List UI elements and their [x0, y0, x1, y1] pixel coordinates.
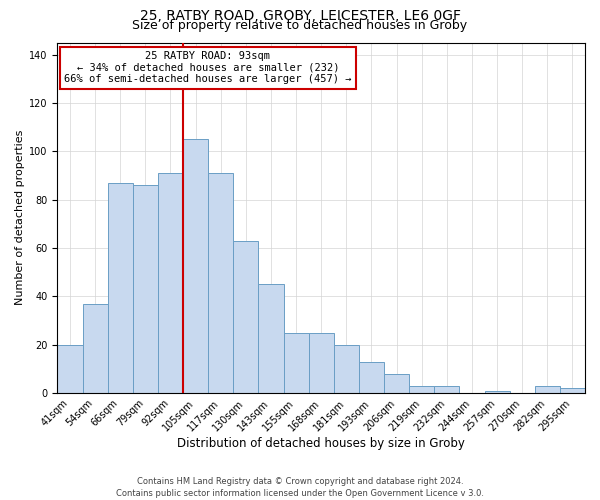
Bar	[384, 374, 409, 393]
Bar	[133, 185, 158, 393]
Bar	[409, 386, 434, 393]
Bar	[259, 284, 284, 393]
Bar	[158, 173, 183, 393]
Bar	[107, 182, 133, 393]
Bar	[560, 388, 585, 393]
Bar	[334, 344, 359, 393]
Bar	[233, 240, 259, 393]
Bar	[535, 386, 560, 393]
Text: Size of property relative to detached houses in Groby: Size of property relative to detached ho…	[133, 19, 467, 32]
Text: 25, RATBY ROAD, GROBY, LEICESTER, LE6 0GF: 25, RATBY ROAD, GROBY, LEICESTER, LE6 0G…	[139, 9, 461, 23]
Bar	[434, 386, 460, 393]
Bar	[308, 332, 334, 393]
Bar	[58, 344, 83, 393]
Bar	[485, 390, 509, 393]
Bar	[83, 304, 107, 393]
Bar	[208, 173, 233, 393]
Y-axis label: Number of detached properties: Number of detached properties	[15, 130, 25, 306]
Text: Contains HM Land Registry data © Crown copyright and database right 2024.
Contai: Contains HM Land Registry data © Crown c…	[116, 476, 484, 498]
Bar	[359, 362, 384, 393]
Bar	[284, 332, 308, 393]
Bar	[183, 139, 208, 393]
X-axis label: Distribution of detached houses by size in Groby: Distribution of detached houses by size …	[177, 437, 465, 450]
Text: 25 RATBY ROAD: 93sqm
← 34% of detached houses are smaller (232)
66% of semi-deta: 25 RATBY ROAD: 93sqm ← 34% of detached h…	[64, 52, 352, 84]
